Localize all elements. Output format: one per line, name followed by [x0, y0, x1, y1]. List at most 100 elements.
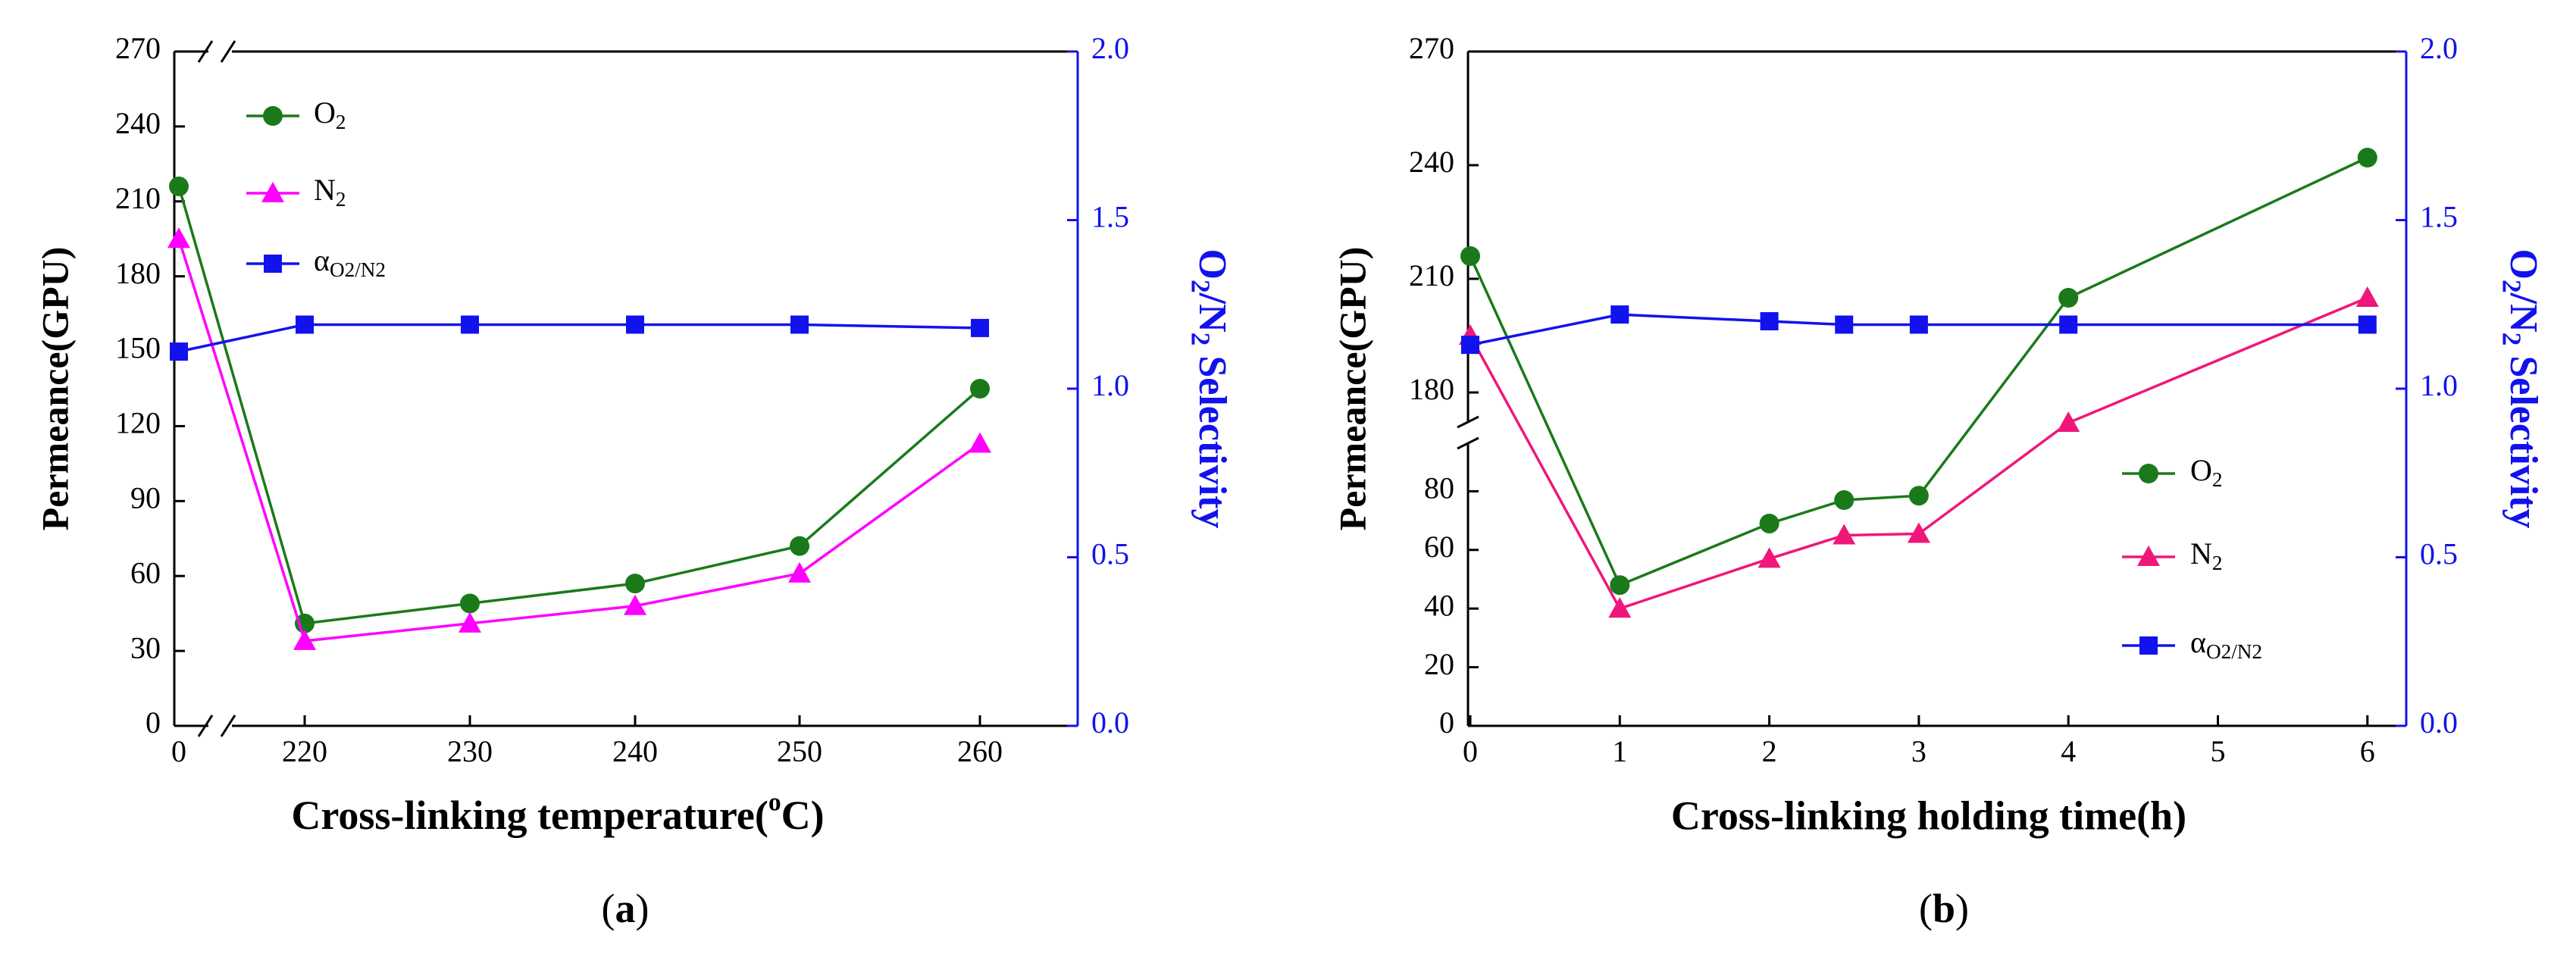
data-point [1460, 246, 1480, 266]
x-tick-label: 250 [777, 734, 822, 768]
y2-tick-label: 0.5 [2420, 537, 2458, 571]
data-point [790, 536, 809, 556]
x-tick-label: 6 [2360, 734, 2375, 768]
y2-axis-title: O2/N2 Selectivity [2496, 249, 2545, 529]
y-axis-title: Permeance(GPU) [1331, 247, 1373, 531]
data-point [2357, 148, 2377, 167]
y-tick-label: 120 [115, 406, 161, 440]
data-point [167, 227, 190, 249]
data-point [625, 574, 645, 594]
data-point [293, 629, 316, 650]
data-point [788, 561, 811, 583]
y-tick-label: 240 [1409, 145, 1454, 179]
axis-break-mark [1457, 436, 1479, 450]
data-point [461, 315, 479, 334]
data-point [1835, 315, 1854, 334]
y-tick-label: 30 [130, 630, 161, 664]
series-line [178, 323, 981, 353]
y-tick-label: 180 [115, 256, 161, 290]
y-tick-label: 210 [115, 181, 161, 215]
x-tick-label: 4 [2061, 734, 2076, 768]
axis-break-mark [220, 714, 236, 737]
y-tick-label: 270 [115, 31, 161, 65]
data-point [1907, 522, 1930, 543]
x-axis-title: Cross-linking holding time(h) [1671, 793, 2186, 838]
legend-marker [261, 182, 284, 202]
x-tick-label: 5 [2211, 734, 2226, 768]
x-tick-label: 3 [1911, 734, 1927, 768]
y-tick-label: 150 [115, 331, 161, 365]
y2-tick-label: 0.5 [1091, 537, 1129, 571]
y2-tick-label: 0.0 [1091, 705, 1129, 739]
data-point [1833, 524, 1856, 545]
data-point [1610, 305, 1629, 324]
x-tick-label: 230 [447, 734, 493, 768]
axis-break-mark [197, 40, 214, 63]
y2-tick-label: 1.5 [1091, 200, 1129, 234]
axis-break-mark [220, 40, 236, 63]
data-point [970, 379, 990, 399]
data-point [1834, 490, 1855, 511]
legend-marker [2139, 636, 2158, 655]
data-point [1608, 597, 1632, 618]
data-point [1908, 486, 1929, 506]
series-line [1469, 296, 2368, 611]
legend-label: αO2/N2 [314, 243, 386, 281]
x-tick-label: 0 [1463, 734, 1478, 768]
y2-tick-label: 1.5 [2420, 200, 2458, 234]
x-tick-label: 260 [957, 734, 1003, 768]
data-point [2355, 286, 2379, 307]
data-point [1758, 547, 1781, 568]
data-point [1461, 336, 1479, 355]
data-point [169, 177, 189, 196]
axis-break-mark [197, 714, 214, 737]
legend-label: O2 [314, 95, 346, 133]
legend-marker [263, 106, 283, 126]
chart-panel-b: 0 20 40 60 80 180 210 240 270 0.0 0.5 1.0 1.5 2.0 0 1 2 3… [1331, 31, 2545, 931]
y-tick-label: 180 [1409, 372, 1454, 406]
data-point [790, 315, 809, 334]
x-axis-title: Cross-linking temperature(oC) [291, 788, 824, 838]
data-point [2057, 411, 2080, 432]
data-point [1610, 575, 1630, 596]
y-tick-label: 60 [1424, 530, 1454, 564]
y2-tick-label: 1.0 [2420, 368, 2458, 402]
x-tick-label: 220 [282, 734, 327, 768]
data-point [2058, 288, 2079, 308]
legend-marker [2139, 464, 2158, 483]
y-tick-label: 210 [1409, 258, 1454, 292]
series-line [177, 186, 981, 625]
y2-axis-title: O2/N2 Selectivity [1185, 249, 1234, 529]
data-point [459, 611, 481, 633]
y-tick-label: 80 [1424, 471, 1454, 505]
y2-tick-label: 2.0 [1091, 31, 1129, 65]
axis-break-mark [1457, 415, 1479, 429]
y-tick-label: 240 [115, 106, 161, 140]
legend-label: N2 [2190, 536, 2222, 574]
series-line [177, 238, 981, 643]
data-point [460, 593, 480, 614]
data-point [1909, 315, 1928, 334]
legend-label: αO2/N2 [2190, 625, 2262, 663]
y2-tick-label: 0.0 [2420, 705, 2458, 739]
x-tick-label: 1 [1612, 734, 1627, 768]
y-tick-label: 0 [1439, 705, 1454, 739]
x-tick-label: 0 [171, 734, 186, 768]
legend-label: N2 [314, 173, 346, 211]
data-point [170, 342, 188, 361]
data-point [969, 432, 991, 453]
data-point [624, 594, 646, 615]
data-point [296, 315, 314, 334]
y-tick-label: 60 [130, 555, 161, 589]
chart-panel-a: 0 30 60 90 120 150 180 210 240 270 0.0 0.5 1.0 1.5 2.0… [33, 31, 1234, 931]
x-tick-label: 240 [612, 734, 658, 768]
y-tick-label: 270 [1409, 31, 1454, 65]
panel-label-a: (a) [602, 886, 649, 931]
series-line [1469, 156, 2368, 587]
data-point [1759, 513, 1779, 533]
x-tick-label: 2 [1762, 734, 1777, 768]
data-point [1760, 312, 1779, 330]
y-axis-title: Permeance(GPU) [33, 247, 76, 531]
data-point [2059, 315, 2078, 334]
